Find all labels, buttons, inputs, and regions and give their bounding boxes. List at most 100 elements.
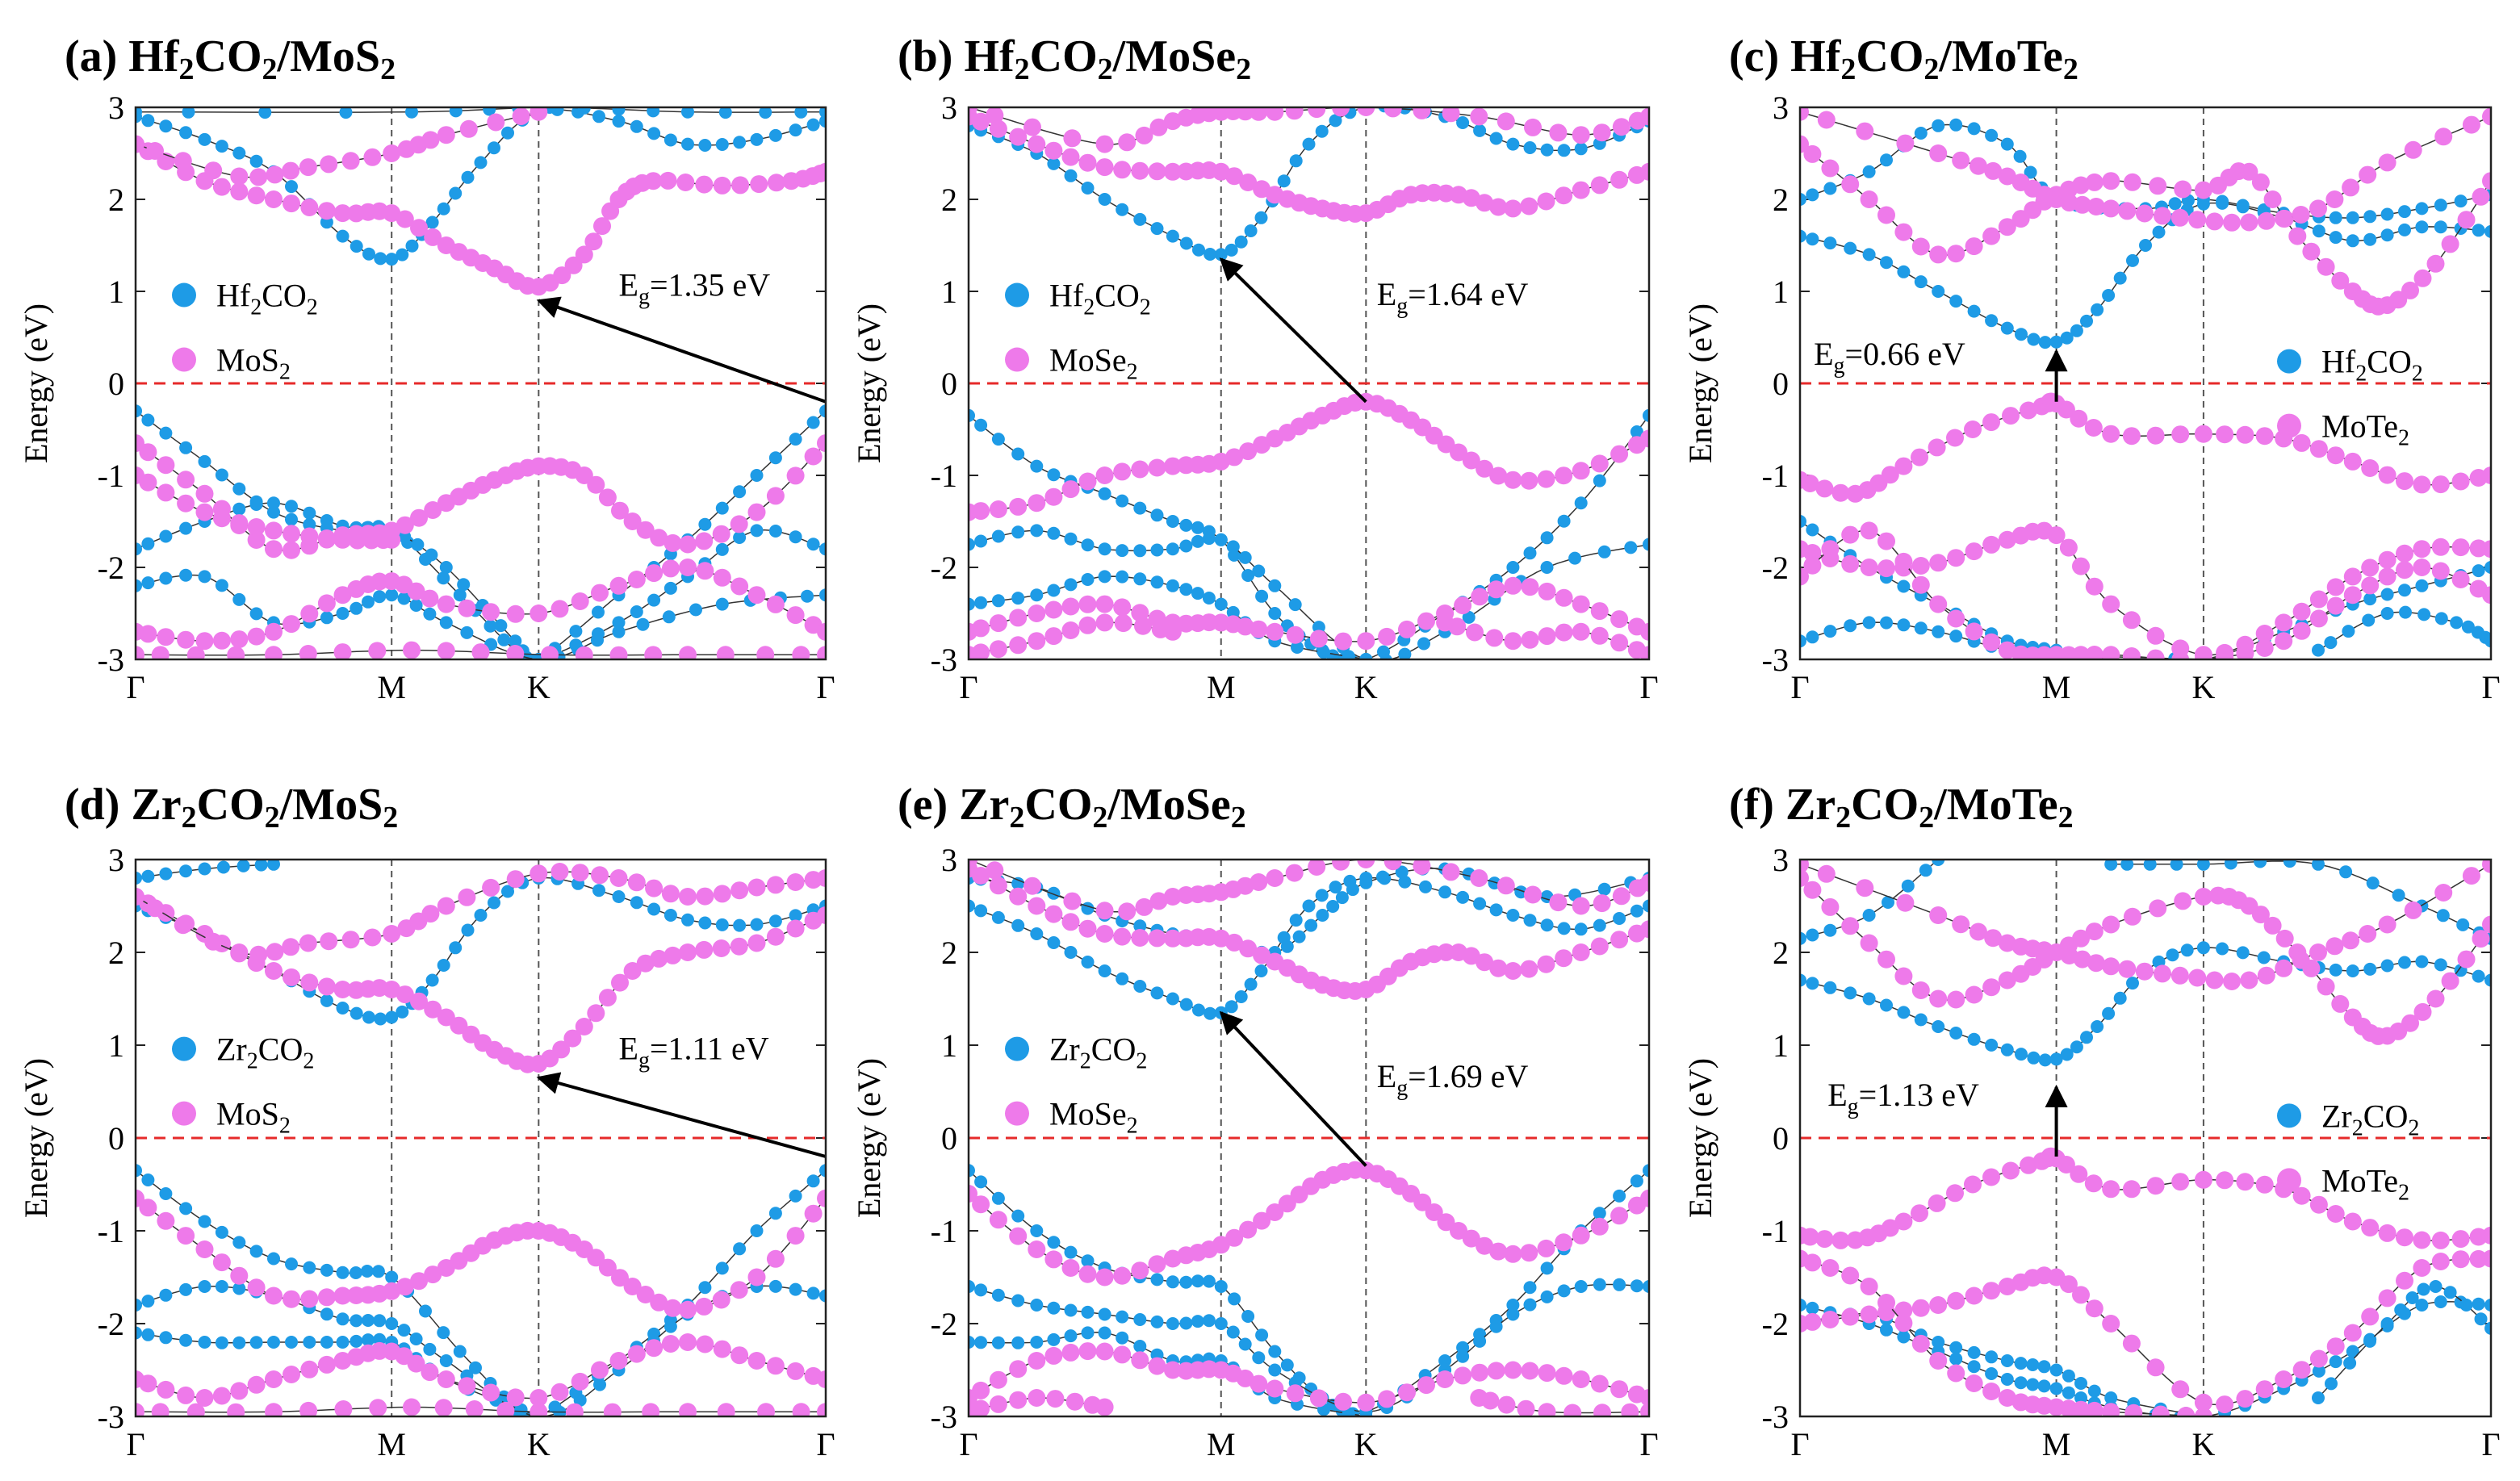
band-point <box>2275 1370 2293 1388</box>
band-point <box>1063 129 1082 148</box>
band-point <box>2236 946 2250 960</box>
legend-label-substrate: Zr2CO2 <box>2321 1098 2419 1140</box>
band-point <box>644 172 663 190</box>
band-point <box>1383 107 1402 118</box>
band-point <box>2223 973 2241 990</box>
band-point <box>1610 170 1629 189</box>
band-point <box>612 890 626 903</box>
band-point <box>341 931 360 949</box>
band-point <box>1116 544 1129 558</box>
band-point <box>676 174 695 191</box>
band-point <box>991 1288 1005 1302</box>
band-point <box>397 592 411 605</box>
band-point <box>1224 1000 1238 1014</box>
band-point <box>1179 539 1193 553</box>
band-point <box>2236 1173 2254 1191</box>
band-point <box>715 542 729 556</box>
band-point <box>232 592 246 606</box>
y-axis-label: Energy (eV) <box>1682 303 1718 463</box>
band-point <box>679 1333 697 1351</box>
band-point <box>592 110 605 123</box>
band-point <box>177 630 195 649</box>
band-point <box>1985 128 1999 142</box>
band-point <box>303 506 316 520</box>
band-point <box>333 204 352 223</box>
k-point-label: Γ <box>126 1426 144 1462</box>
band-point <box>591 634 604 647</box>
band-point <box>2170 208 2189 227</box>
band-point <box>1163 457 1182 475</box>
band-point <box>2014 1376 2028 1390</box>
band-point <box>2459 1299 2473 1312</box>
band-point <box>349 1266 362 1279</box>
band-point <box>179 1202 193 1215</box>
band-point <box>1896 893 1915 912</box>
y-tick-label: -3 <box>1762 1399 1789 1435</box>
k-point-label: K <box>527 1426 550 1462</box>
band-point <box>1640 429 1649 448</box>
band-point <box>577 107 591 115</box>
band-point <box>437 959 450 972</box>
band-point <box>695 1297 714 1316</box>
band-point <box>644 646 663 659</box>
band-point <box>768 128 782 142</box>
band-point <box>1179 518 1193 532</box>
band-point <box>396 1005 409 1019</box>
band-point <box>989 1370 1007 1389</box>
band-point <box>159 119 173 133</box>
band-point <box>969 107 977 116</box>
band-point <box>2275 632 2293 651</box>
band-point <box>1436 1370 1455 1388</box>
band-point <box>575 646 593 659</box>
band-point <box>789 1282 802 1296</box>
band-point <box>1610 1380 1629 1399</box>
band-point <box>1081 1254 1095 1268</box>
gap-label: Eg=1.35 eV <box>619 267 771 310</box>
band-point <box>265 190 283 208</box>
band-point <box>2380 588 2394 601</box>
band-point <box>1800 860 1809 873</box>
band-point <box>1179 1275 1193 1289</box>
band-point <box>453 1345 467 1358</box>
band-point <box>385 1317 399 1330</box>
band-point <box>2331 271 2350 290</box>
band-point <box>2343 1356 2357 1370</box>
band-point <box>1191 1274 1204 1288</box>
band-point <box>1894 1212 1913 1231</box>
band-point <box>1929 906 1948 924</box>
band-point <box>733 136 747 149</box>
y-tick-label: -2 <box>98 550 124 586</box>
band-point <box>768 914 782 928</box>
band-point <box>713 176 731 195</box>
band-point <box>157 1380 175 1399</box>
band-point <box>265 1370 283 1388</box>
band-point <box>453 588 467 602</box>
band-point <box>2292 1361 2311 1379</box>
k-point-label: M <box>2042 1426 2071 1462</box>
band-point <box>1266 1203 1284 1221</box>
band-point <box>609 1352 628 1370</box>
band-point <box>1009 887 1028 906</box>
y-tick-label: 1 <box>1773 1027 1789 1064</box>
band-point <box>350 1314 363 1328</box>
band-point <box>230 943 249 961</box>
band-point <box>786 466 805 485</box>
band-point <box>2426 989 2445 1008</box>
band-point <box>1061 1343 1080 1362</box>
band-point <box>1359 1410 1373 1416</box>
band-point <box>1150 986 1164 1000</box>
band-point <box>1456 116 1470 129</box>
band-point <box>1417 612 1435 630</box>
band-point <box>437 571 450 585</box>
band-point <box>1521 1362 1539 1380</box>
band-point <box>1506 561 1520 574</box>
band-point <box>2070 1165 2088 1183</box>
band-point <box>1329 114 1342 128</box>
band-point <box>2484 634 2491 648</box>
band-point <box>2302 242 2321 261</box>
legend-label-substrate: Zr2CO2 <box>1049 1031 1147 1074</box>
band-point <box>439 1354 453 1367</box>
band-point <box>1462 451 1480 470</box>
band-point <box>1860 1305 1878 1324</box>
